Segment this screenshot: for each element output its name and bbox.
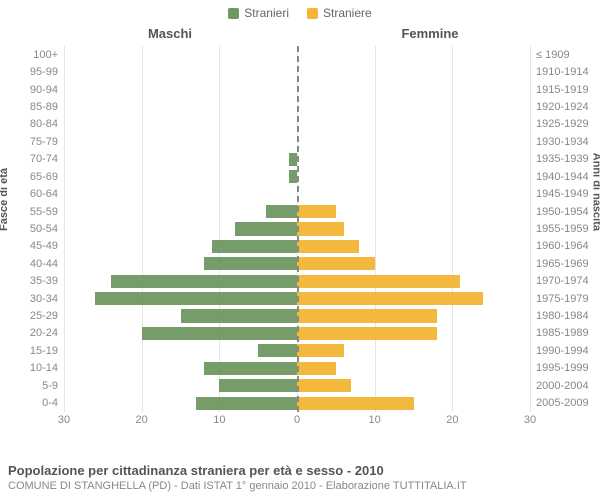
bar-female [297,344,344,357]
bar-male [289,153,297,166]
age-label: 95-99 [30,66,64,78]
age-label: 100+ [33,49,64,61]
age-label: 65-69 [30,171,64,183]
age-label: 40-44 [30,258,64,270]
legend-item-female: Straniere [307,6,372,20]
age-label: 10-14 [30,362,64,374]
bar-female [297,327,437,340]
legend-item-male: Stranieri [228,6,289,20]
birth-year-label: 1995-1999 [530,362,589,374]
legend-label-female: Straniere [323,6,372,20]
bar-male [181,309,298,322]
bar-female [297,379,351,392]
chart-area: Maschi Femmine Fasce di età Anni di nasc… [0,26,600,436]
age-label: 50-54 [30,223,64,235]
birth-year-label: 1930-1934 [530,136,589,148]
bar-male [204,362,297,375]
plot-area: 100+≤ 190995-991910-191490-941915-191985… [64,46,530,412]
x-tick-label: 0 [294,414,300,426]
age-label: 70-74 [30,153,64,165]
birth-year-label: 1965-1969 [530,258,589,270]
birth-year-label: 1945-1949 [530,188,589,200]
center-divider [297,46,299,412]
age-label: 5-9 [42,380,64,392]
bar-female [297,205,336,218]
bar-female [297,257,375,270]
column-title-female: Femmine [300,26,600,41]
age-label: 30-34 [30,293,64,305]
legend-swatch-male [228,8,239,19]
bar-male [219,379,297,392]
age-label: 80-84 [30,118,64,130]
birth-year-label: 1985-1989 [530,327,589,339]
x-tick-label: 30 [58,414,70,426]
x-tick-label: 20 [136,414,148,426]
chart-footer: Popolazione per cittadinanza straniera p… [8,463,592,492]
birth-year-label: 1950-1954 [530,206,589,218]
birth-year-label: 1990-1994 [530,345,589,357]
birth-year-label: 1970-1974 [530,275,589,287]
bar-male [95,292,297,305]
x-tick-label: 10 [369,414,381,426]
bar-male [235,222,297,235]
birth-year-label: 1955-1959 [530,223,589,235]
x-tick-label: 30 [524,414,536,426]
age-label: 85-89 [30,101,64,113]
y-axis-right-label: Anni di nascita [590,153,600,231]
birth-year-label: 2005-2009 [530,397,589,409]
bar-male [111,275,297,288]
bar-female [297,362,336,375]
birth-year-label: 1910-1914 [530,66,589,78]
legend-swatch-female [307,8,318,19]
legend: Stranieri Straniere [0,0,600,20]
birth-year-label: 1940-1944 [530,171,589,183]
bar-male [142,327,297,340]
age-label: 90-94 [30,84,64,96]
age-label: 55-59 [30,206,64,218]
age-label: 20-24 [30,327,64,339]
birth-year-label: 1920-1924 [530,101,589,113]
birth-year-label: 1980-1984 [530,310,589,322]
x-tick-label: 20 [446,414,458,426]
bar-male [212,240,297,253]
birth-year-label: 2000-2004 [530,380,589,392]
age-label: 25-29 [30,310,64,322]
age-label: 15-19 [30,345,64,357]
bar-male [289,170,297,183]
bar-female [297,275,460,288]
birth-year-label: 1925-1929 [530,118,589,130]
birth-year-label: 1935-1939 [530,153,589,165]
bar-male [196,397,297,410]
birth-year-label: 1915-1919 [530,84,589,96]
x-axis: 3020100102030 [64,414,530,430]
birth-year-label: ≤ 1909 [530,49,570,61]
y-axis-left-label: Fasce di età [0,168,10,231]
chart-subtitle: COMUNE DI STANGHELLA (PD) - Dati ISTAT 1… [8,480,592,492]
legend-label-male: Stranieri [244,6,289,20]
age-label: 35-39 [30,275,64,287]
bar-female [297,292,483,305]
chart-title: Popolazione per cittadinanza straniera p… [8,463,592,478]
birth-year-label: 1960-1964 [530,240,589,252]
age-label: 60-64 [30,188,64,200]
bar-female [297,222,344,235]
bar-female [297,397,414,410]
bar-female [297,240,359,253]
age-label: 75-79 [30,136,64,148]
age-label: 45-49 [30,240,64,252]
bar-female [297,309,437,322]
column-title-male: Maschi [0,26,300,41]
age-label: 0-4 [42,397,64,409]
bar-male [204,257,297,270]
birth-year-label: 1975-1979 [530,293,589,305]
x-tick-label: 10 [213,414,225,426]
bar-male [266,205,297,218]
bar-male [258,344,297,357]
